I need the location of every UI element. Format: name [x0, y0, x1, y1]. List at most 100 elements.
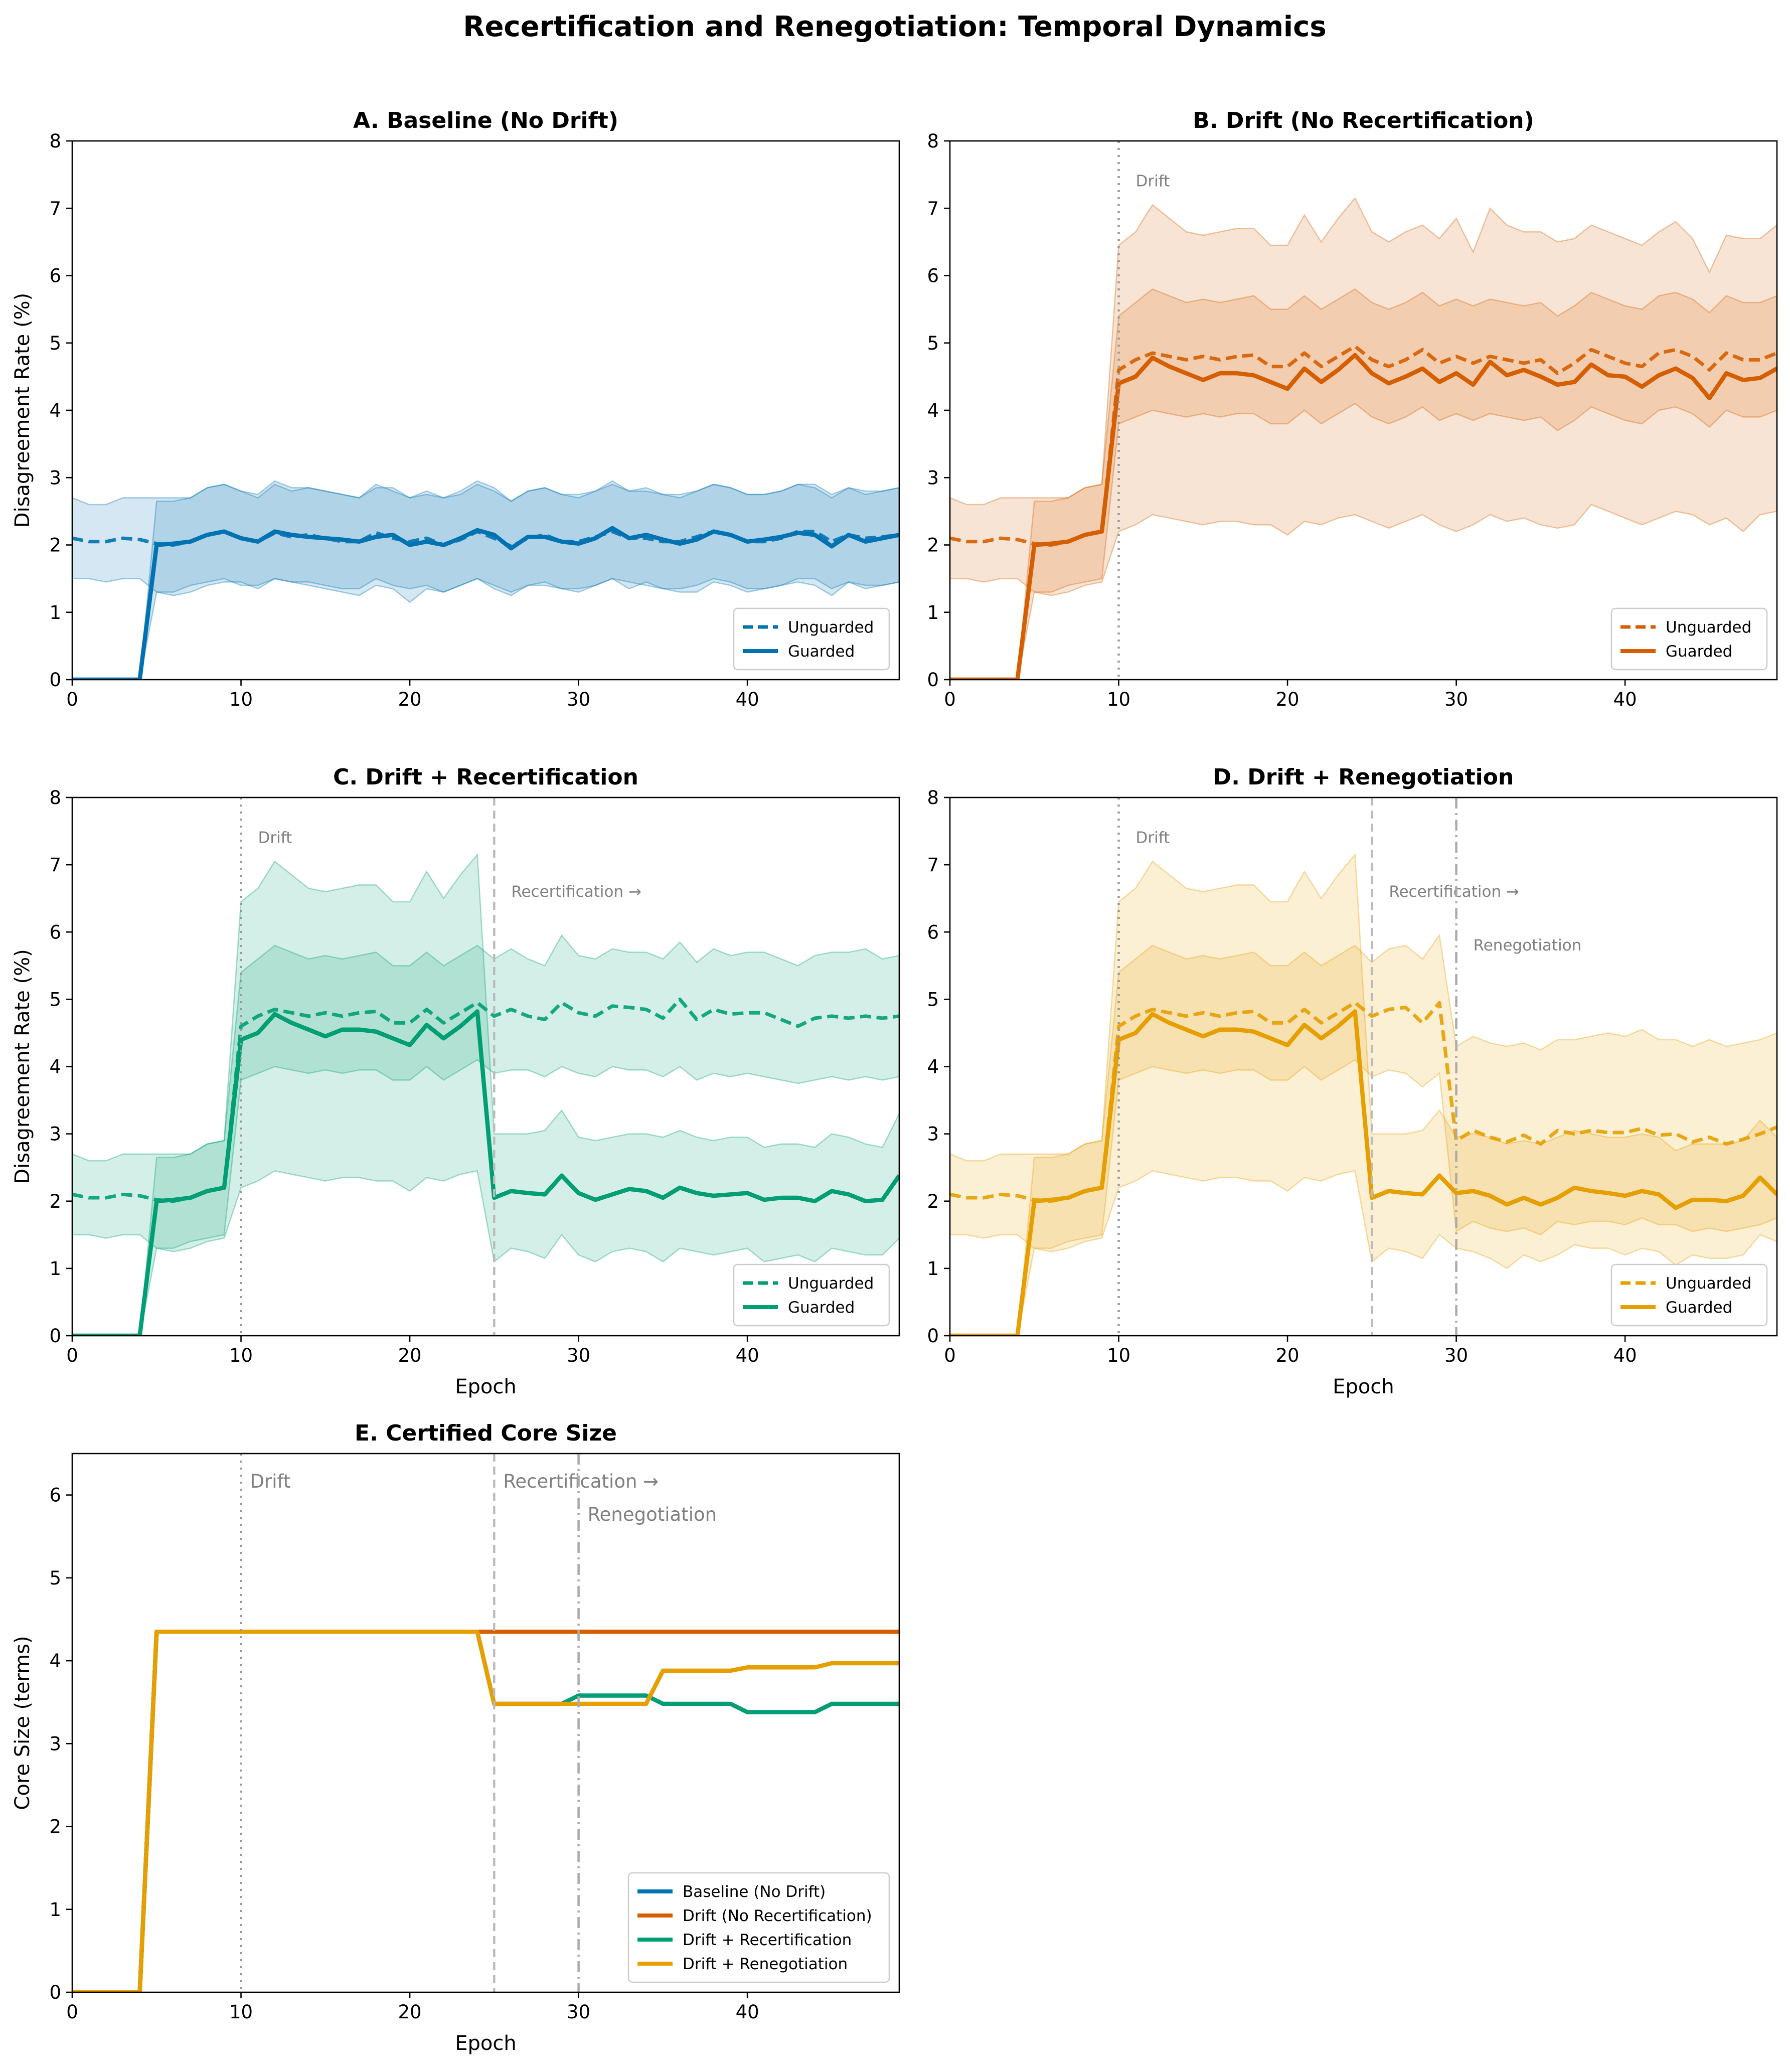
panel-a: 0 10 20 30 40 0 1 2 3 4 5 6 7 8 A. Baseline (No Drift)… [11, 108, 900, 710]
annotation-label: Renegotiation [588, 1504, 717, 1525]
legend: Baseline (No Drift) Drift (No Recertifica… [627, 1872, 890, 1983]
x-tick-label: 10 [229, 1345, 253, 1366]
legend-entry-label: Unguarded [788, 1274, 874, 1293]
x-tick-label: 40 [1613, 1345, 1637, 1366]
annotation-label: Drift [250, 1471, 291, 1492]
panel-title: E. Certified Core Size [355, 1420, 617, 1446]
x-tick-label: 10 [1107, 689, 1130, 710]
x-tick-label: 10 [229, 2001, 253, 2023]
axes-frame [71, 1453, 900, 1993]
y-tick-label: 8 [49, 787, 61, 809]
legend-entry-label: Guarded [788, 1299, 855, 1317]
legend: Unguarded Guarded [1610, 1263, 1768, 1327]
figure-suptitle: Recertification and Renegotiation: Tempo… [463, 11, 1326, 43]
annotation-label: Drift [258, 829, 292, 847]
y-tick-label: 8 [49, 130, 61, 152]
x-tick-label: 20 [398, 1345, 422, 1366]
series-line-guarded [72, 1009, 899, 1336]
x-tick-label: 10 [1107, 1345, 1130, 1366]
y-tick-label: 1 [49, 602, 61, 623]
legend-entry-label: Guarded [1666, 643, 1732, 661]
annotation-label: Drift [1136, 173, 1170, 191]
y-tick-label: 0 [49, 669, 61, 691]
legend-entry-label: Drift (No Recertification) [683, 1907, 872, 1925]
plot-area [72, 1629, 899, 1992]
y-tick-label: 0 [49, 1325, 61, 1347]
y-tick-label: 4 [49, 1056, 61, 1078]
y-tick-label: 7 [927, 854, 939, 876]
y-tick-label: 5 [49, 1567, 61, 1589]
panel-c: Drift Recertification → 0 10 20 30 40 0 1 2 3 4 5 6 7 8… [11, 764, 900, 1398]
y-tick-label: 2 [49, 1816, 61, 1838]
y-tick-label: 3 [49, 467, 61, 489]
x-tick-label: 30 [1444, 1345, 1468, 1366]
x-tick-label: 20 [398, 689, 422, 710]
y-tick-label: 5 [49, 989, 61, 1010]
y-tick-label: 1 [927, 602, 939, 623]
y-tick-label: 4 [49, 1650, 61, 1672]
x-tick-label: 0 [66, 2001, 78, 2023]
legend-box [627, 1872, 890, 1983]
x-tick-label: 20 [398, 2001, 422, 2023]
x-tick-label: 0 [66, 1345, 78, 1366]
legend-entry-label: Baseline (No Drift) [683, 1883, 826, 1901]
x-tick-label: 40 [1613, 689, 1637, 710]
y-tick-label: 6 [927, 921, 939, 943]
legend-box [733, 607, 890, 671]
x-tick-label: 0 [66, 689, 78, 710]
band-unguarded [72, 484, 899, 593]
y-tick-label: 6 [49, 921, 61, 943]
legend-box [1610, 1263, 1768, 1327]
annotation-label: Recertification → [1389, 883, 1519, 901]
legend-box [733, 1263, 890, 1327]
legend: Unguarded Guarded [1610, 607, 1768, 671]
y-tick-label: 3 [49, 1124, 61, 1145]
plot-area [72, 480, 899, 680]
y-tick-label: 5 [927, 989, 939, 1010]
x-tick-label: 30 [1444, 689, 1468, 710]
panel-b: Drift 0 10 20 30 40 0 1 2 3 4 5 6 7 8 B. Drift (No Rece… [927, 108, 1778, 710]
y-tick-label: 4 [927, 1056, 939, 1078]
panel-title: A. Baseline (No Drift) [353, 108, 618, 133]
series-line-drift-renegotiation [72, 1629, 899, 1992]
y-axis-label: Disagreement Rate (%) [11, 293, 34, 528]
y-axis-label: Core Size (terms) [11, 1636, 34, 1810]
y-tick-label: 7 [927, 198, 939, 219]
y-tick-label: 2 [49, 535, 61, 556]
legend: Unguarded Guarded [733, 607, 890, 671]
legend-box [1610, 607, 1768, 671]
x-tick-label: 20 [1276, 1345, 1299, 1366]
panel-title: C. Drift + Recertification [333, 764, 638, 790]
x-tick-label: 0 [944, 1345, 956, 1366]
legend-entry-label: Drift + Renegotiation [683, 1955, 848, 1973]
annotation-label: Recertification → [511, 883, 641, 901]
y-tick-label: 7 [49, 198, 61, 219]
x-tick-label: 40 [736, 689, 759, 710]
plot-area [72, 853, 899, 1336]
legend-entry-label: Drift + Recertification [683, 1931, 852, 1949]
panel-e: Drift Recertification → Renegotiation 0 10 20… [11, 1420, 900, 2055]
y-tick-label: 6 [927, 265, 939, 287]
panel-title: B. Drift (No Recertification) [1193, 108, 1534, 133]
x-tick-label: 40 [736, 1345, 759, 1366]
x-tick-label: 40 [736, 2001, 759, 2023]
panel-title: D. Drift + Renegotiation [1213, 764, 1514, 790]
series-line-guarded [950, 353, 1777, 680]
y-axis-label: Disagreement Rate (%) [11, 949, 34, 1184]
legend-entry-label: Unguarded [788, 618, 874, 636]
band-unguarded [950, 933, 1777, 1249]
y-tick-label: 5 [927, 333, 939, 354]
y-tick-label: 2 [927, 1191, 939, 1212]
annotation-label: Drift [1136, 829, 1170, 847]
y-tick-label: 0 [927, 1325, 939, 1347]
y-tick-label: 3 [927, 1124, 939, 1145]
plot-area [950, 197, 1777, 680]
legend-entry-label: Unguarded [1666, 618, 1751, 636]
y-tick-label: 8 [927, 787, 939, 809]
y-tick-label: 4 [927, 400, 939, 421]
y-tick-label: 2 [927, 535, 939, 556]
annotation-label: Recertification → [503, 1471, 659, 1492]
band-guarded [950, 197, 1777, 680]
legend: Unguarded Guarded [733, 1263, 890, 1327]
